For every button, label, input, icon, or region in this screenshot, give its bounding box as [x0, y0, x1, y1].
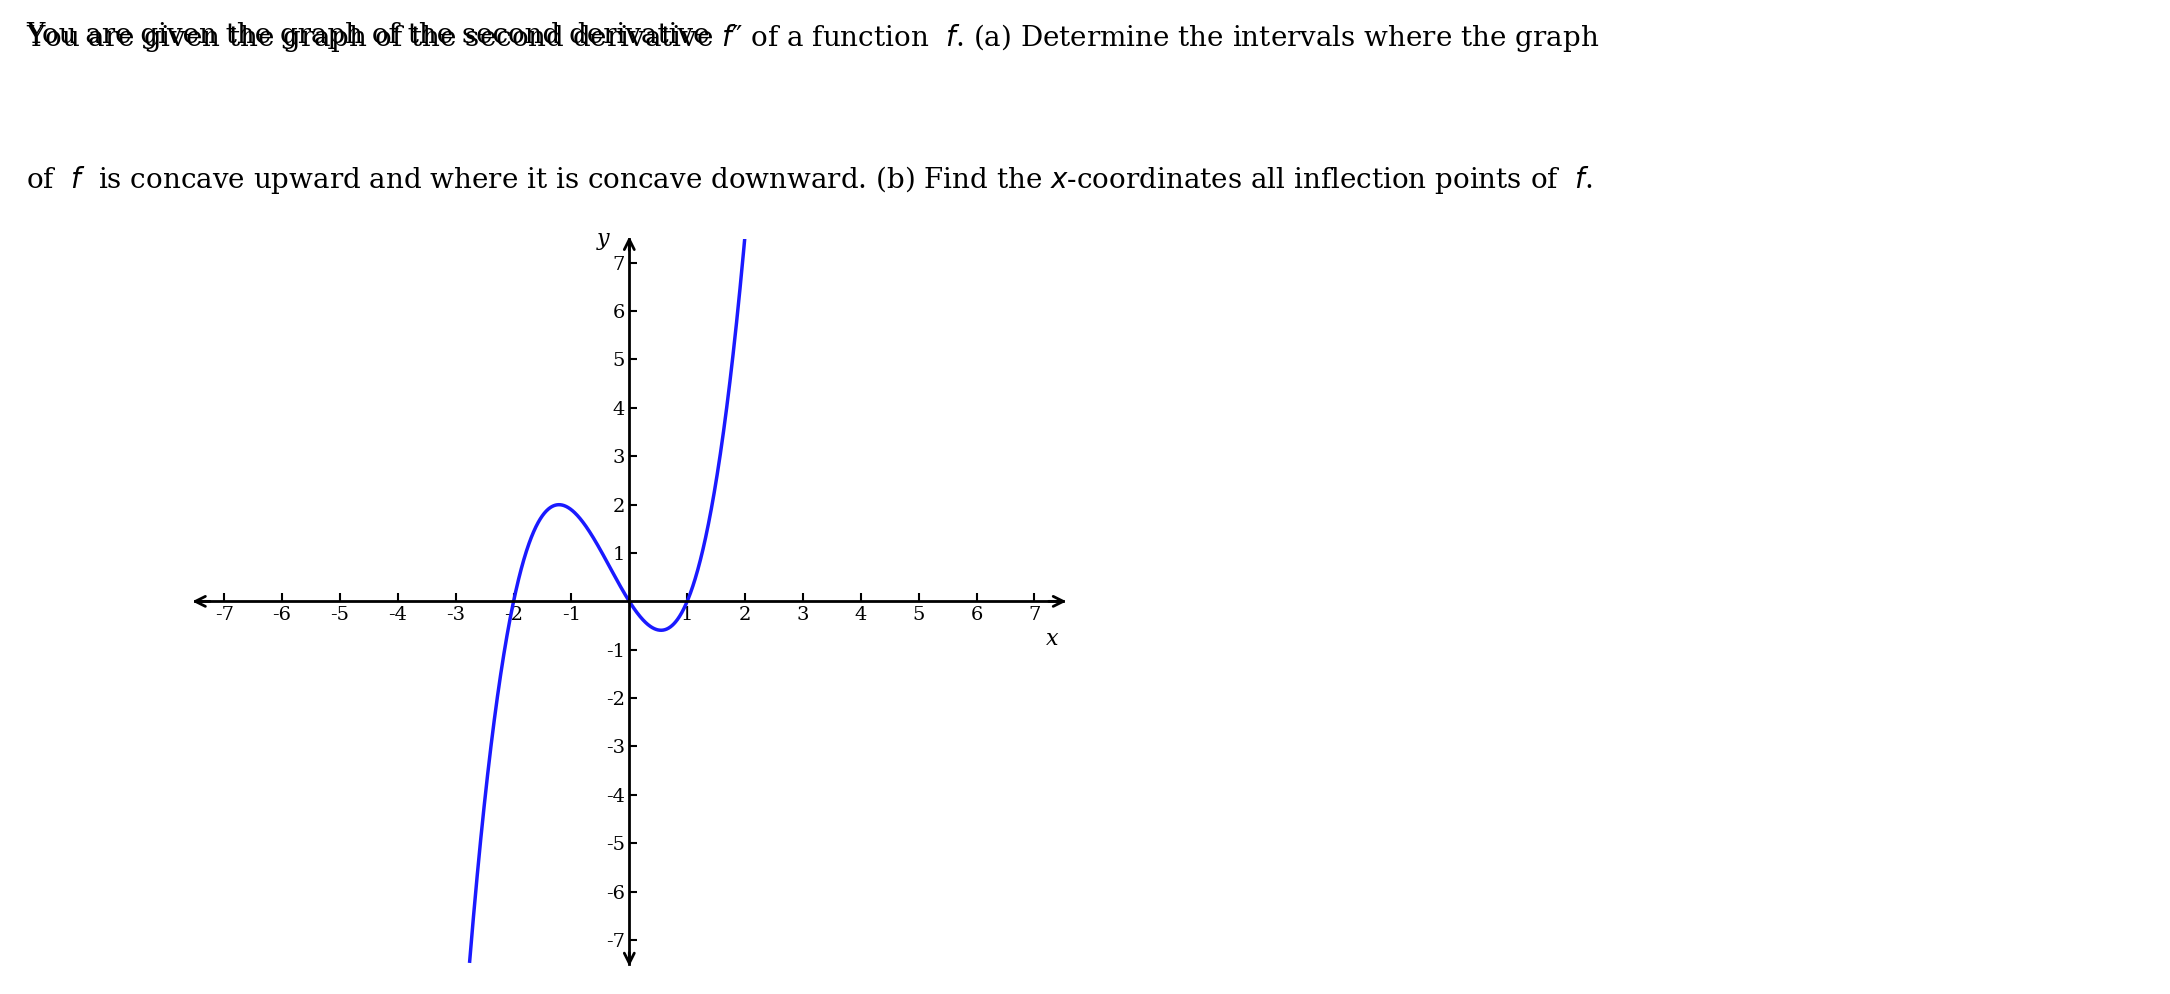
Text: You are given the graph of the second derivative $f$″ of a function  $f$. (a) De: You are given the graph of the second de… [26, 22, 1599, 54]
Text: y: y [597, 228, 610, 249]
Text: of  $f$  is concave upward and where it is concave downward. (b) Find the $x$‑co: of $f$ is concave upward and where it is… [26, 164, 1593, 196]
Text: You are given the graph of the second derivative: You are given the graph of the second de… [26, 22, 725, 49]
Text: x: x [1046, 628, 1059, 650]
